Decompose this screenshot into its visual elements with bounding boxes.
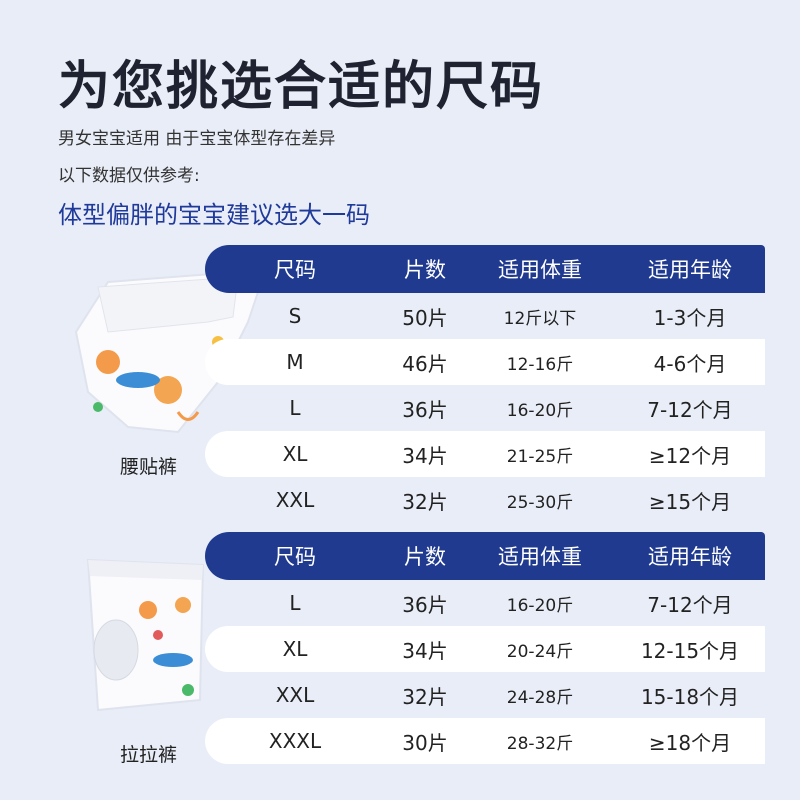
- table-row: XXL 32片 25-30斤 ≥15个月: [205, 477, 765, 523]
- cell-weight: 16-20斤: [506, 400, 574, 421]
- cell-weight: 21-25斤: [506, 446, 574, 467]
- pull-up-pants-image: [86, 558, 205, 712]
- subtitle-reference-note: 以下数据仅供参考:: [58, 166, 200, 186]
- table-row: XXL 32片 24-28斤 15-18个月: [205, 672, 765, 718]
- cell-size: XXL: [275, 683, 315, 707]
- cell-age: 7-12个月: [647, 397, 733, 422]
- header-weight: 适用体重: [498, 258, 582, 282]
- cell-size: XXL: [275, 488, 315, 512]
- table-row: XXXL 30片 28-32斤 ≥18个月: [205, 718, 765, 764]
- cell-weight: 12-16斤: [506, 354, 574, 375]
- cell-size: XL: [282, 637, 308, 661]
- tape-diaper-size-table: 尺码 片数 适用体重 适用年龄 S 50片 12斤以下 1-3个月 M 46片 …: [205, 245, 765, 523]
- page-title: 为您挑选合适的尺码: [58, 57, 545, 117]
- table-row: L 36片 16-20斤 7-12个月: [205, 385, 765, 431]
- table-header: 尺码 片数 适用体重 适用年龄: [205, 532, 765, 580]
- cell-count: 50片: [402, 305, 448, 330]
- cell-count: 34片: [402, 443, 448, 468]
- cell-age: ≥15个月: [648, 489, 732, 514]
- cell-count: 36片: [402, 592, 448, 617]
- cell-weight: 12斤以下: [503, 308, 577, 329]
- table-row: L 36片 16-20斤 7-12个月: [205, 580, 765, 626]
- header-size: 尺码: [274, 545, 316, 569]
- subtitle-fit-note: 男女宝宝适用 由于宝宝体型存在差异: [58, 129, 336, 149]
- cell-count: 32片: [402, 684, 448, 709]
- cell-age: ≥18个月: [648, 730, 732, 755]
- cell-count: 34片: [402, 638, 448, 663]
- cell-age: 7-12个月: [647, 592, 733, 617]
- header-age: 适用年龄: [648, 258, 732, 282]
- header-size: 尺码: [274, 258, 316, 282]
- cell-size: XL: [282, 442, 308, 466]
- cell-size: L: [289, 591, 301, 615]
- table-header: 尺码 片数 适用体重 适用年龄: [205, 245, 765, 293]
- header-age: 适用年龄: [648, 545, 732, 569]
- cell-size: M: [286, 350, 304, 374]
- cell-age: ≥12个月: [648, 443, 732, 468]
- tape-diaper-label: 腰贴裤: [120, 456, 178, 478]
- header-count: 片数: [404, 545, 446, 569]
- cell-count: 46片: [402, 351, 448, 376]
- cell-weight: 20-24斤: [506, 641, 574, 662]
- cell-size: S: [288, 304, 302, 328]
- cell-weight: 16-20斤: [506, 595, 574, 616]
- cell-age: 4-6个月: [653, 351, 727, 376]
- table-row: S 50片 12斤以下 1-3个月: [205, 293, 765, 339]
- cell-count: 32片: [402, 489, 448, 514]
- cell-weight: 28-32斤: [506, 733, 574, 754]
- cell-age: 15-18个月: [640, 684, 740, 709]
- pull-up-pants-label: 拉拉裤: [120, 744, 178, 766]
- cell-weight: 24-28斤: [506, 687, 574, 708]
- cell-count: 36片: [402, 397, 448, 422]
- size-up-recommendation: 体型偏胖的宝宝建议选大一码: [58, 201, 370, 229]
- table-row: XL 34片 21-25斤 ≥12个月: [205, 431, 765, 477]
- table-row: XL 34片 20-24斤 12-15个月: [205, 626, 765, 672]
- cell-count: 30片: [402, 730, 448, 755]
- cell-age: 1-3个月: [653, 305, 727, 330]
- header-count: 片数: [404, 258, 446, 282]
- cell-age: 12-15个月: [640, 638, 740, 663]
- cell-size: L: [289, 396, 301, 420]
- pull-up-pants-size-table: 尺码 片数 适用体重 适用年龄 L 36片 16-20斤 7-12个月 XL 3…: [205, 532, 765, 764]
- cell-weight: 25-30斤: [506, 492, 574, 513]
- header-weight: 适用体重: [498, 545, 582, 569]
- table-row: M 46片 12-16斤 4-6个月: [205, 339, 765, 385]
- cell-size: XXXL: [268, 729, 322, 753]
